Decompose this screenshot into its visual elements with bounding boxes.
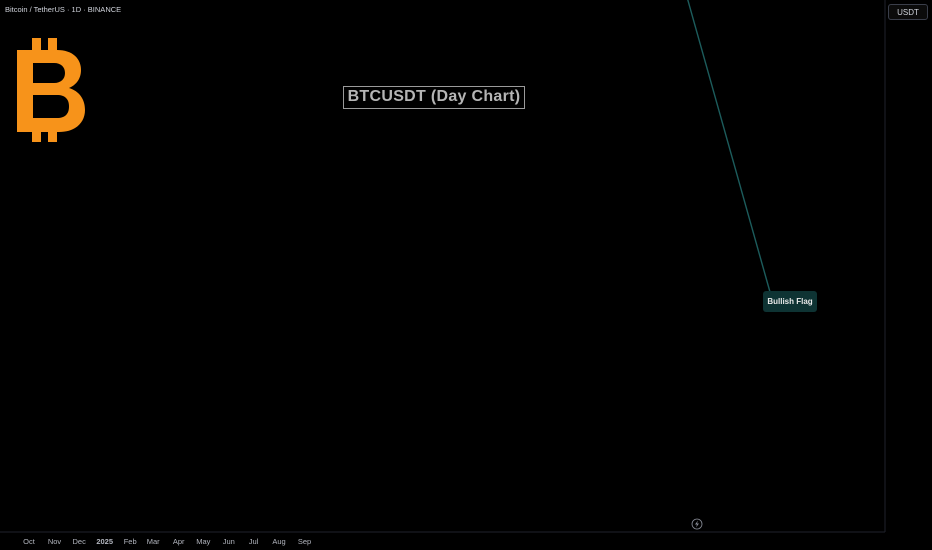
x-axis-panel[interactable]	[0, 532, 932, 550]
flag-callout-line	[687, 0, 771, 293]
bitcoin-logo-icon	[17, 38, 85, 142]
chart-title: BTCUSDT (Day Chart)	[343, 86, 525, 109]
x-tick-label: Oct	[23, 537, 36, 546]
x-tick-label: Mar	[147, 537, 160, 546]
x-tick-label: Dec	[73, 537, 87, 546]
x-tick-label: May	[196, 537, 210, 546]
lightning-icon[interactable]	[691, 518, 703, 530]
x-tick-label: Aug	[272, 537, 285, 546]
x-tick-label: 2025	[96, 537, 113, 546]
x-tick-label: Feb	[124, 537, 137, 546]
symbol-header[interactable]: Bitcoin / TetherUS · 1D · BINANCE	[5, 5, 122, 14]
lightning-icon-bolt	[695, 520, 699, 528]
x-tick-label: Sep	[298, 537, 311, 546]
currency-button[interactable]: USDT	[888, 4, 928, 20]
x-tick-label: Jun	[223, 537, 235, 546]
x-tick-label: Nov	[48, 537, 62, 546]
x-tick-label: Jul	[249, 537, 259, 546]
x-tick-label: Apr	[173, 537, 185, 546]
y-axis-panel[interactable]	[885, 0, 932, 550]
bullish-flag-label: Bullish Flag	[763, 291, 817, 312]
